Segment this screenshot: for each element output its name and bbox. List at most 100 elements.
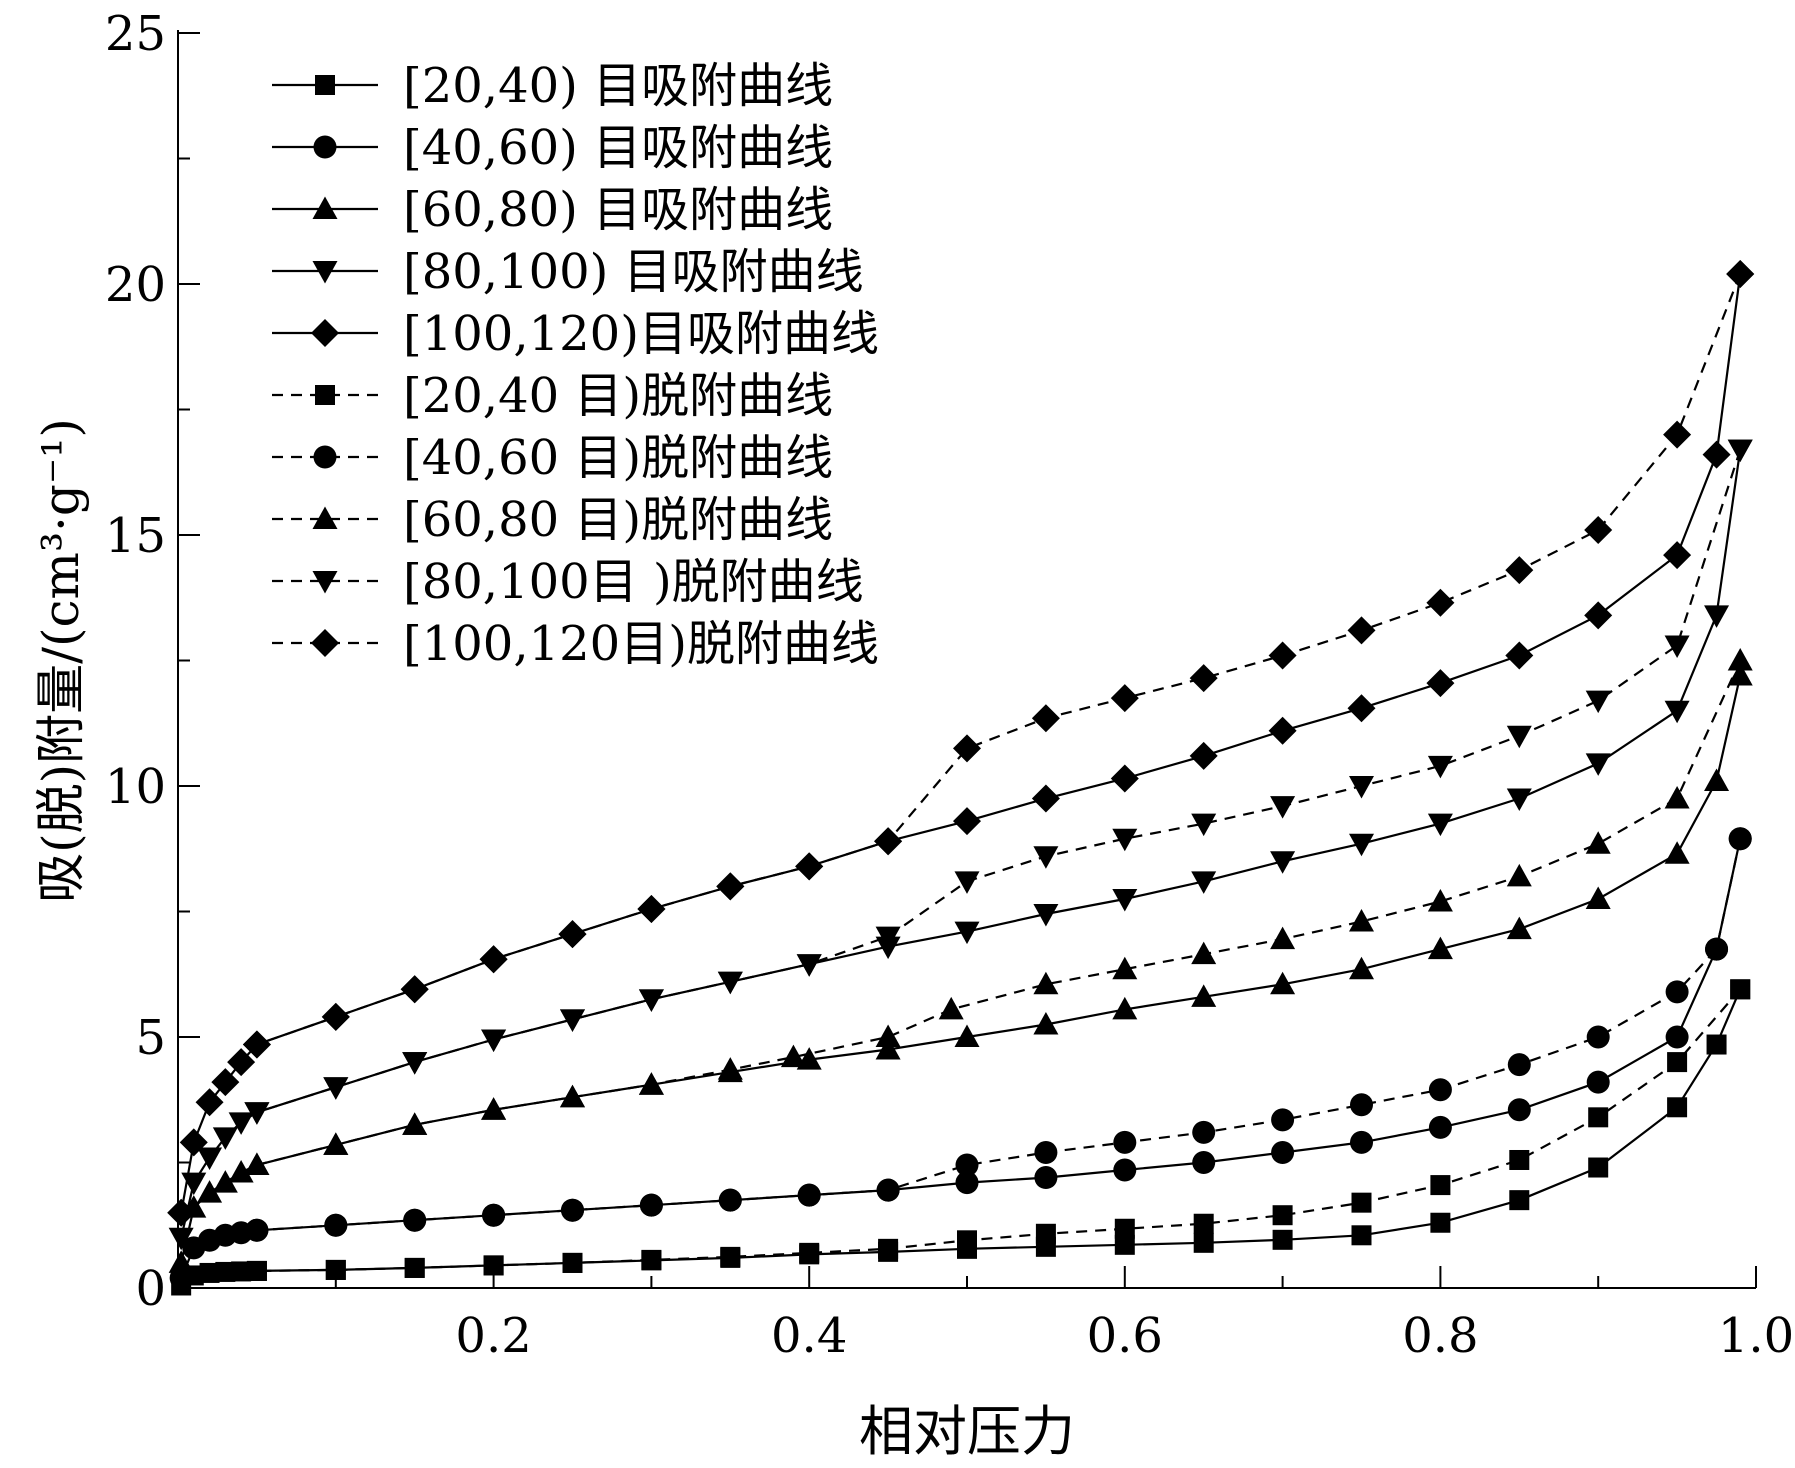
data-point	[1664, 841, 1690, 864]
data-point	[1268, 641, 1297, 670]
axes: 0 5 10 15 20 25 0.2 0.4 0.6 0.8 1.0	[105, 6, 1794, 1364]
legend-item: [20,40 目)脱附曲线	[272, 368, 833, 424]
series-7	[245, 827, 1752, 1242]
data-point	[1428, 1115, 1452, 1139]
data-point	[1347, 616, 1376, 645]
data-point	[1585, 831, 1611, 854]
y-tick-label: 25	[105, 6, 166, 62]
axis-labels: 相对压力 吸(脱)附量/(cm³·g⁻¹)	[32, 418, 1075, 1463]
data-point	[1665, 980, 1689, 1004]
legend-marker	[311, 319, 339, 347]
data-point	[482, 1203, 506, 1227]
series-line	[256, 988, 1742, 1272]
data-point	[228, 1112, 254, 1135]
legend-marker	[311, 629, 339, 657]
data-point	[1664, 786, 1690, 809]
data-point	[716, 872, 745, 901]
x-axis-title: 相对压力	[859, 1400, 1075, 1463]
x-tick-label: 0.8	[1402, 1308, 1478, 1364]
legend-item: [100,120)目吸附曲线	[272, 306, 879, 362]
data-point	[195, 1088, 224, 1117]
legend-item: [20,40) 目吸附曲线	[272, 58, 833, 114]
data-point	[1035, 1223, 1056, 1244]
data-point	[1427, 755, 1453, 779]
y-tick-label: 20	[105, 257, 166, 313]
x-tick-label: 0.2	[455, 1308, 531, 1364]
data-point	[1114, 1218, 1135, 1239]
data-point	[1110, 764, 1139, 793]
data-point	[1112, 888, 1138, 912]
data-point	[1430, 1212, 1451, 1233]
data-point	[1727, 648, 1753, 671]
data-point	[955, 1171, 979, 1195]
data-point	[780, 1044, 806, 1068]
legend-item: [80,100目 )脱附曲线	[272, 554, 864, 610]
series-10	[242, 259, 1755, 1059]
data-point	[797, 1183, 821, 1207]
data-point	[1351, 1225, 1372, 1246]
data-point	[167, 1198, 196, 1227]
data-point	[1584, 601, 1613, 630]
data-point	[483, 1255, 504, 1276]
data-point	[1586, 1070, 1610, 1094]
data-point	[938, 996, 964, 1020]
data-point	[168, 1227, 194, 1251]
data-point	[1349, 909, 1374, 932]
data-point	[1585, 690, 1611, 714]
data-point	[1727, 663, 1753, 686]
data-point	[1191, 871, 1217, 894]
data-point	[325, 1259, 346, 1280]
data-point	[562, 1252, 583, 1273]
data-point	[1114, 1234, 1135, 1255]
data-point	[403, 1208, 427, 1232]
data-point	[1193, 1232, 1214, 1253]
data-point	[638, 989, 664, 1012]
data-point	[244, 1152, 270, 1176]
data-point	[1270, 926, 1296, 950]
series-line	[256, 838, 1742, 1232]
data-point	[1427, 936, 1453, 960]
data-point	[1272, 1205, 1293, 1226]
data-point	[1033, 971, 1059, 995]
data-point	[717, 1057, 743, 1080]
data-point	[1110, 684, 1139, 713]
series-line	[256, 273, 1742, 1046]
legend-marker	[312, 261, 338, 284]
legend-item: [40,60) 目吸附曲线	[272, 120, 833, 176]
data-point	[1033, 846, 1059, 869]
data-point	[1113, 1158, 1137, 1182]
data-point	[211, 1068, 240, 1097]
data-point	[1702, 440, 1731, 469]
data-point	[1033, 1011, 1059, 1035]
data-point	[1506, 863, 1532, 887]
data-point	[957, 1230, 977, 1251]
legend-marker	[312, 196, 338, 219]
data-point	[875, 1024, 901, 1047]
legend-label: [20,40 目)脱附曲线	[403, 368, 833, 424]
data-point	[402, 1112, 428, 1135]
data-point	[1193, 1213, 1214, 1234]
data-point	[1031, 784, 1060, 813]
data-point	[1664, 635, 1690, 658]
data-point	[1270, 796, 1296, 819]
data-point	[244, 1102, 270, 1125]
legend-label: [40,60 目)脱附曲线	[403, 430, 833, 486]
data-point	[1509, 1149, 1530, 1170]
legend-marker	[315, 385, 335, 405]
data-point	[1667, 1052, 1688, 1073]
data-point	[1189, 741, 1218, 770]
data-point	[199, 1262, 220, 1283]
data-point	[1427, 813, 1453, 837]
data-point	[1664, 700, 1690, 724]
data-point	[197, 1147, 223, 1170]
data-point	[1726, 259, 1755, 288]
data-point	[799, 1242, 820, 1263]
data-point	[1033, 904, 1059, 927]
legend-label: [20,40) 目吸附曲线	[403, 58, 833, 114]
legend-label: [40,60) 目吸附曲线	[403, 120, 833, 176]
data-point	[875, 926, 901, 950]
y-tick-label: 15	[105, 508, 166, 564]
data-point	[878, 1238, 899, 1259]
data-point	[481, 1097, 507, 1120]
data-point	[641, 1249, 662, 1270]
